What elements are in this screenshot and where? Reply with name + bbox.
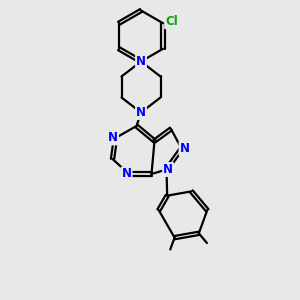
Text: N: N — [179, 142, 190, 155]
Text: Cl: Cl — [165, 15, 178, 28]
Text: N: N — [163, 163, 173, 176]
Text: N: N — [108, 131, 118, 145]
Text: N: N — [136, 106, 146, 119]
Text: N: N — [136, 55, 146, 68]
Text: N: N — [122, 167, 132, 181]
